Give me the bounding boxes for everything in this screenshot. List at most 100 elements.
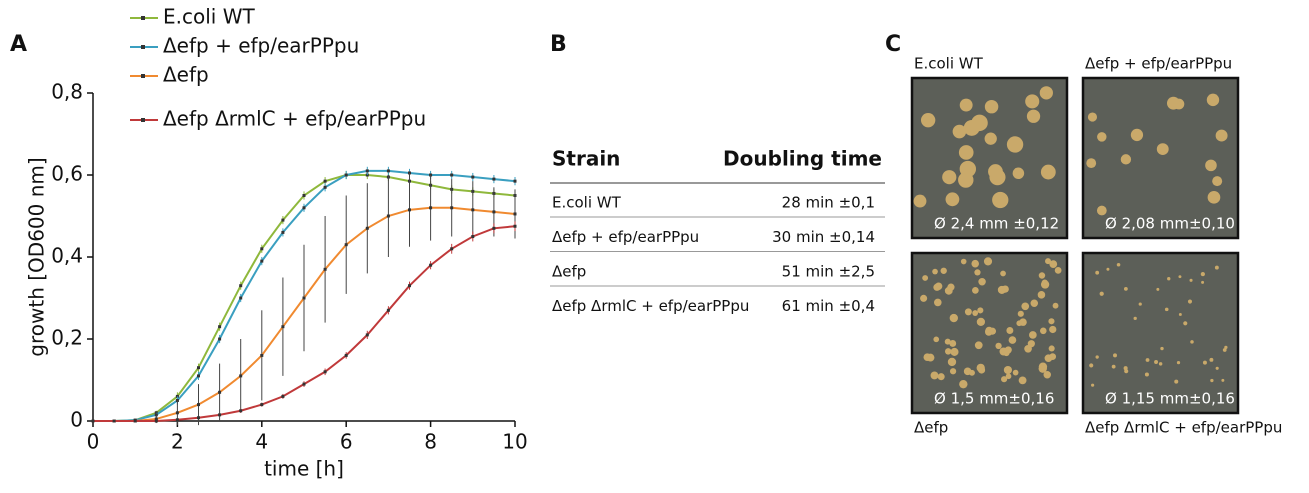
legend-marker xyxy=(141,45,145,49)
colony xyxy=(926,353,935,362)
colony xyxy=(1086,158,1097,169)
colony xyxy=(995,342,1002,350)
x-tick-label: 2 xyxy=(171,430,184,454)
colony xyxy=(1048,345,1055,352)
colony xyxy=(920,294,928,302)
point xyxy=(281,230,285,234)
x-tick-label: 6 xyxy=(340,430,353,454)
point xyxy=(344,173,348,177)
colony xyxy=(963,367,972,376)
colony xyxy=(944,338,951,345)
colony xyxy=(1049,260,1058,269)
colony xyxy=(1012,167,1025,180)
point xyxy=(197,366,200,370)
legend-marker xyxy=(141,74,145,78)
colony xyxy=(984,328,993,336)
point xyxy=(175,411,179,415)
colony xyxy=(977,366,986,374)
point xyxy=(323,179,327,183)
legend-entry: Δefp + efp/earPPpu xyxy=(163,34,359,58)
plate-image xyxy=(1081,251,1240,415)
point xyxy=(239,296,243,300)
plate-label: Δefp + efp/earPPpu xyxy=(1085,55,1232,73)
point xyxy=(218,390,222,394)
colony xyxy=(1205,159,1217,172)
colony xyxy=(1201,280,1205,284)
colony xyxy=(933,283,941,291)
colony xyxy=(1096,205,1107,216)
legend-marker xyxy=(141,118,145,122)
colony xyxy=(1008,336,1017,344)
colony xyxy=(984,132,997,145)
plate-diameter: Ø 2,4 mm ±0,12 xyxy=(934,215,1059,233)
colony xyxy=(974,269,981,276)
x-tick-label: 4 xyxy=(255,430,268,454)
y-axis-label: growth [OD600 nm] xyxy=(25,157,49,356)
colony xyxy=(1018,376,1027,385)
point xyxy=(344,243,348,247)
colony xyxy=(1145,358,1150,362)
table-cell: E.coli WT xyxy=(552,194,622,212)
colony xyxy=(1017,310,1024,317)
colony xyxy=(952,124,967,139)
point xyxy=(112,419,116,423)
colony xyxy=(1097,132,1107,142)
point xyxy=(386,169,390,173)
plate-diameter: Ø 1,5 mm±0,16 xyxy=(934,390,1054,408)
colony xyxy=(1089,363,1094,368)
y-tick-label: 0,6 xyxy=(51,162,83,186)
table-header: Doubling time xyxy=(723,147,882,171)
colony xyxy=(978,278,986,286)
colony xyxy=(1174,379,1179,384)
colony xyxy=(920,113,936,128)
colony xyxy=(1005,373,1012,380)
colony xyxy=(1156,143,1169,156)
point xyxy=(365,226,369,230)
y-tick-label: 0,4 xyxy=(51,244,83,268)
point xyxy=(133,419,137,423)
plate-label: Δefp xyxy=(914,419,948,437)
colony xyxy=(1049,325,1057,334)
table-cell: 28 min ±0,1 xyxy=(782,194,875,212)
colony xyxy=(1116,262,1121,267)
colony xyxy=(958,145,974,160)
point xyxy=(471,175,475,179)
point xyxy=(281,218,285,222)
colony xyxy=(1214,265,1219,270)
colony xyxy=(1001,376,1008,383)
colony xyxy=(930,371,939,380)
table-cell: Δefp + efp/earPPpu xyxy=(552,228,699,246)
point xyxy=(450,206,454,210)
colony xyxy=(971,114,988,132)
colony xyxy=(1039,86,1053,100)
table-cell: Δefp ΔrmlC + efp/earPPpu xyxy=(552,297,749,315)
point xyxy=(281,394,285,398)
colony xyxy=(960,258,967,265)
colony xyxy=(1087,112,1098,122)
colony xyxy=(932,268,938,275)
colony xyxy=(1187,299,1193,304)
plate-diameter: Ø 1,15 mm±0,16 xyxy=(1105,390,1235,408)
colony xyxy=(1221,378,1225,382)
table-header: Strain xyxy=(552,147,620,171)
x-axis-label: time [h] xyxy=(264,457,344,481)
point xyxy=(260,353,264,357)
colony xyxy=(1178,312,1182,316)
x-tick-label: 10 xyxy=(502,430,527,454)
point xyxy=(323,185,327,189)
colony xyxy=(950,347,959,356)
point xyxy=(197,403,200,407)
panel-label: C xyxy=(885,32,901,57)
colony xyxy=(1160,346,1164,351)
colony xyxy=(1130,128,1144,142)
point xyxy=(260,247,264,251)
point xyxy=(471,208,475,212)
x-tick-label: 0 xyxy=(87,430,100,454)
point xyxy=(239,284,243,288)
colony xyxy=(1133,316,1137,321)
colony xyxy=(1037,291,1046,299)
colony xyxy=(1029,331,1037,339)
colony xyxy=(1215,366,1219,370)
point xyxy=(386,214,390,218)
colony xyxy=(1039,327,1047,335)
